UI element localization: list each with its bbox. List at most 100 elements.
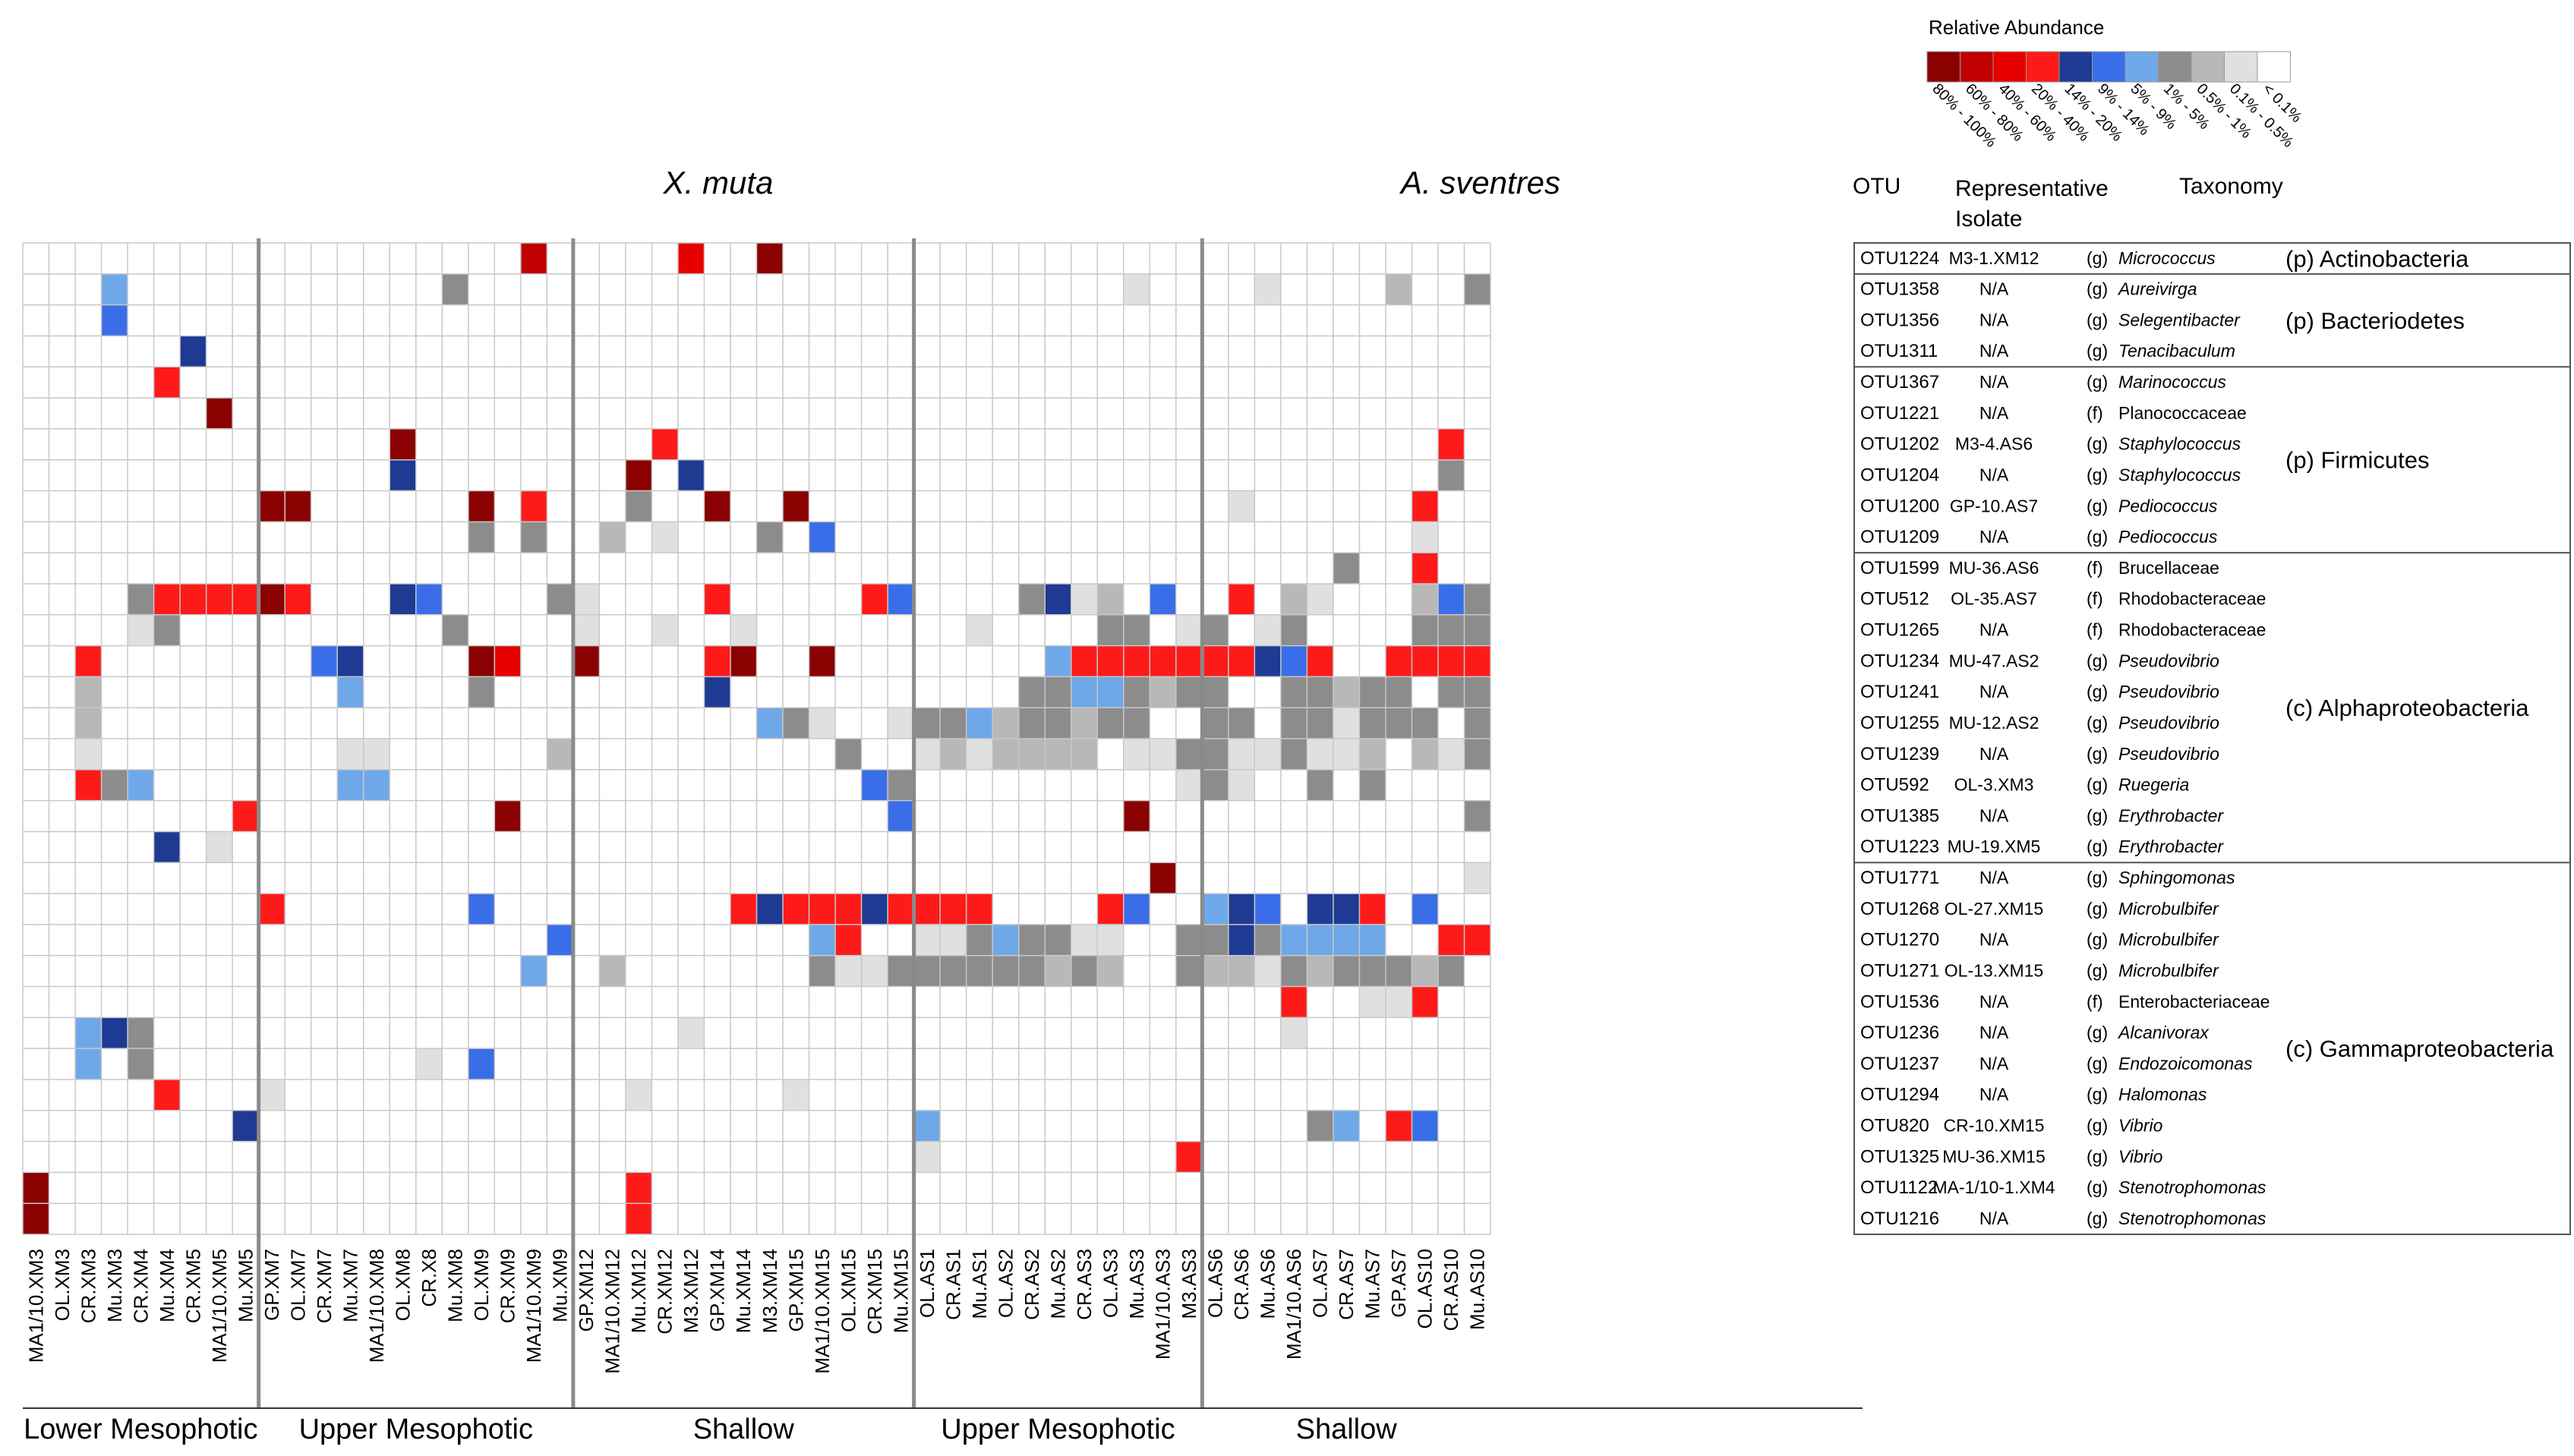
heatmap-cell [992,304,1019,336]
heatmap-cell [992,1141,1019,1173]
heatmap-cell [285,522,311,553]
heatmap-cell [1202,676,1229,708]
heatmap-cell [1307,1048,1333,1079]
heatmap-cell [888,553,914,584]
heatmap-cell [547,893,573,925]
heatmap-cell [415,831,443,863]
heatmap-cell [913,924,941,956]
column-labels: MA1/10.XM3 OL.XM3 CR.XM3 Mu.XM3 CR.XM4 Mu.XM4… [24,1249,1488,1374]
heatmap-cell [599,1203,626,1234]
heatmap-cell [809,986,836,1018]
heatmap-cell [468,367,495,399]
heatmap-cell [1202,645,1229,677]
heatmap-cell [206,831,233,863]
heatmap-cell [311,614,338,646]
heatmap-cell [547,1110,573,1142]
heatmap-cell [1437,1110,1465,1142]
heatmap-cell [1359,1172,1386,1204]
heatmap-cell [966,398,993,429]
heatmap-cell [1018,676,1046,708]
column-label: GP.XM14 [706,1249,729,1332]
heatmap-cell [285,708,311,739]
heatmap-cell [704,273,730,305]
column-label: Mu.XM3 [103,1249,126,1322]
heatmap-cell [783,924,809,956]
heatmap-cell [1045,1017,1071,1049]
heatmap-cell [1254,893,1281,925]
heatmap-cell [992,553,1019,584]
heatmap-cell [756,522,784,553]
heatmap-cell [520,583,547,615]
heatmap-cell [363,1141,390,1173]
isolate-name: N/A [1979,1085,2009,1105]
heatmap-cell [285,243,311,274]
isolate-header: Representative Isolate [1955,176,2109,232]
heatmap-cell [1228,1203,1255,1234]
heatmap-cell [128,243,154,274]
heatmap-cell [206,336,233,367]
heatmap-cell [1123,862,1150,894]
heatmap-cell [913,428,941,460]
heatmap-cell [1280,676,1308,708]
heatmap-cell [285,553,311,584]
heatmap-cell [1045,1203,1071,1234]
heatmap-cell [1202,398,1229,429]
heatmap-cell [101,1017,128,1049]
heatmap-cell [966,1048,993,1079]
heatmap-cell [311,769,338,801]
heatmap-cell [940,273,967,305]
heatmap-cell [337,490,364,522]
heatmap-cell [913,490,941,522]
heatmap-cell [573,459,600,491]
heatmap-cell [1228,1110,1255,1142]
heatmap-cell [494,553,521,584]
heatmap-cell [1333,800,1360,832]
heatmap-cell [651,1172,678,1204]
heatmap-cell [232,1203,259,1234]
heatmap-cell [704,986,730,1018]
heatmap-cell [730,769,757,801]
heatmap-cell [1280,614,1308,646]
heatmap-cell [258,986,285,1018]
heatmap-cell [677,645,705,677]
heatmap-cell [180,893,207,925]
heatmap-cell [940,1203,967,1234]
heatmap-cell [1175,986,1203,1018]
taxon-name: Pseudovibrio [2118,744,2219,764]
heatmap-cell [809,676,836,708]
taxon-rank: (g) [2087,1023,2108,1042]
heatmap-cell [1254,1203,1281,1234]
heatmap-cell [992,1048,1019,1079]
heatmap-cell [311,862,338,894]
heatmap-cell [442,1141,468,1173]
heatmap-cell [75,614,102,646]
heatmap-cell [363,986,390,1018]
heatmap-cell [337,459,364,491]
heatmap-cell [704,428,730,460]
heatmap-cell [285,367,311,399]
heatmap-cell [337,614,364,646]
heatmap-cell [547,273,573,305]
heatmap-cell [128,893,154,925]
heatmap-cell [861,769,888,801]
heatmap-cell [599,398,626,429]
heatmap-cell [1071,490,1098,522]
heatmap-cell [23,336,49,367]
heatmap-cell [1464,1079,1490,1111]
heatmap-cell [49,986,76,1018]
heatmap-cell [337,708,364,739]
heatmap-cell [128,398,154,429]
heatmap-cell [363,1079,390,1111]
heatmap-cell [730,522,757,553]
heatmap-cell [1071,769,1098,801]
heatmap-cell [311,522,338,553]
heatmap-cell [730,800,757,832]
otu-id: OTU1216 [1860,1209,1939,1229]
heatmap-cell [940,831,967,863]
heatmap-cell [101,831,128,863]
heatmap-cell [1254,1048,1281,1079]
heatmap-cell [730,553,757,584]
heatmap-cell [1359,1203,1386,1234]
heatmap-cell [285,831,311,863]
heatmap-cell [1097,614,1124,646]
